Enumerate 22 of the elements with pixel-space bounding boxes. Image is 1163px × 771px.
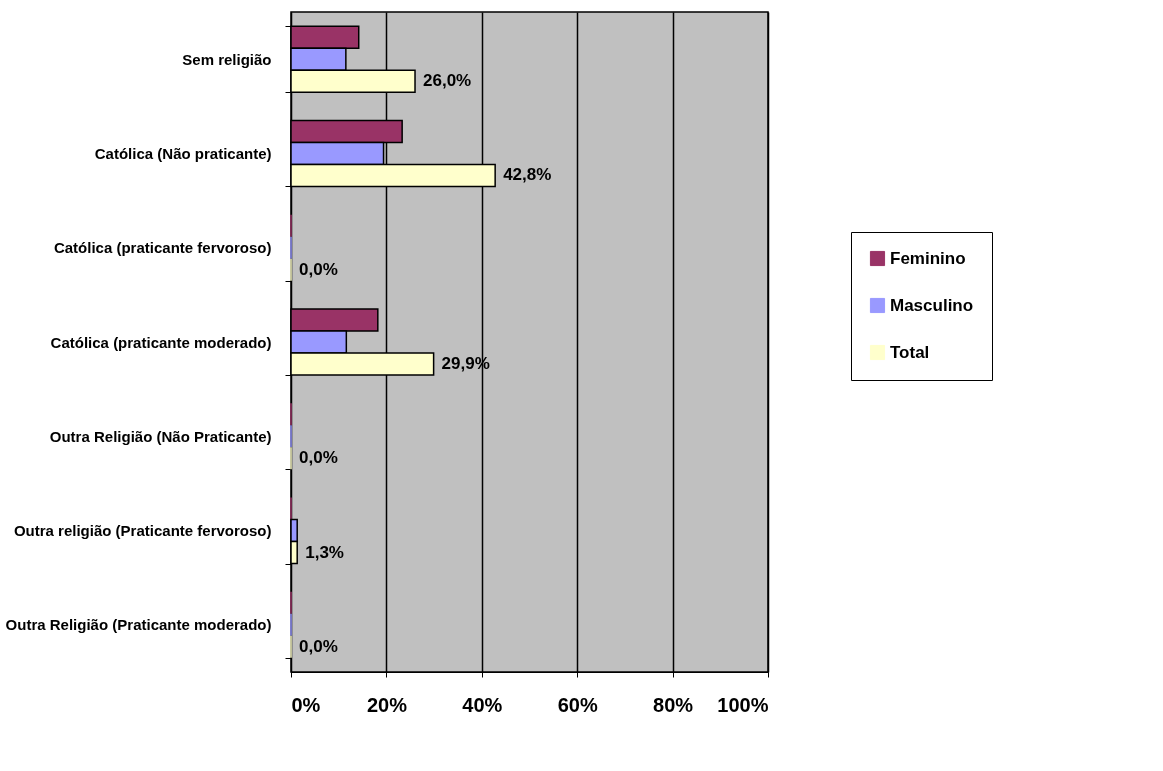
data-label: 0,0% <box>299 448 338 468</box>
x-tick-label: 0% <box>291 693 321 716</box>
legend-label: Total <box>890 342 930 362</box>
y-tick-label: Sem religião <box>182 50 272 68</box>
x-tick-label: 100% <box>717 693 769 716</box>
data-label: 0,0% <box>299 636 338 656</box>
x-tick-label: 80% <box>653 693 694 716</box>
x-tick-label: 60% <box>557 693 598 716</box>
y-tick-label: Outra Religião (Praticante moderado) <box>5 616 272 634</box>
data-label: 0,0% <box>299 259 338 279</box>
y-tick-label: Católica (Não praticante) <box>94 144 272 162</box>
x-tick-label: 40% <box>462 693 503 716</box>
y-tick-label: Outra Religião (Não Praticante) <box>49 427 272 445</box>
data-label: 42,8% <box>503 165 552 185</box>
data-label: 1,3% <box>305 542 344 562</box>
y-tick-label: Católica (praticante moderado) <box>50 333 272 351</box>
legend-label: Feminino <box>890 248 966 268</box>
legend-label: Masculino <box>890 295 974 315</box>
y-tick-label: Outra religião (Praticante fervoroso) <box>13 522 272 540</box>
data-label: 26,0% <box>423 71 472 91</box>
x-tick-label: 20% <box>366 693 408 716</box>
y-tick-label: Católica (praticante fervoroso) <box>53 239 272 257</box>
